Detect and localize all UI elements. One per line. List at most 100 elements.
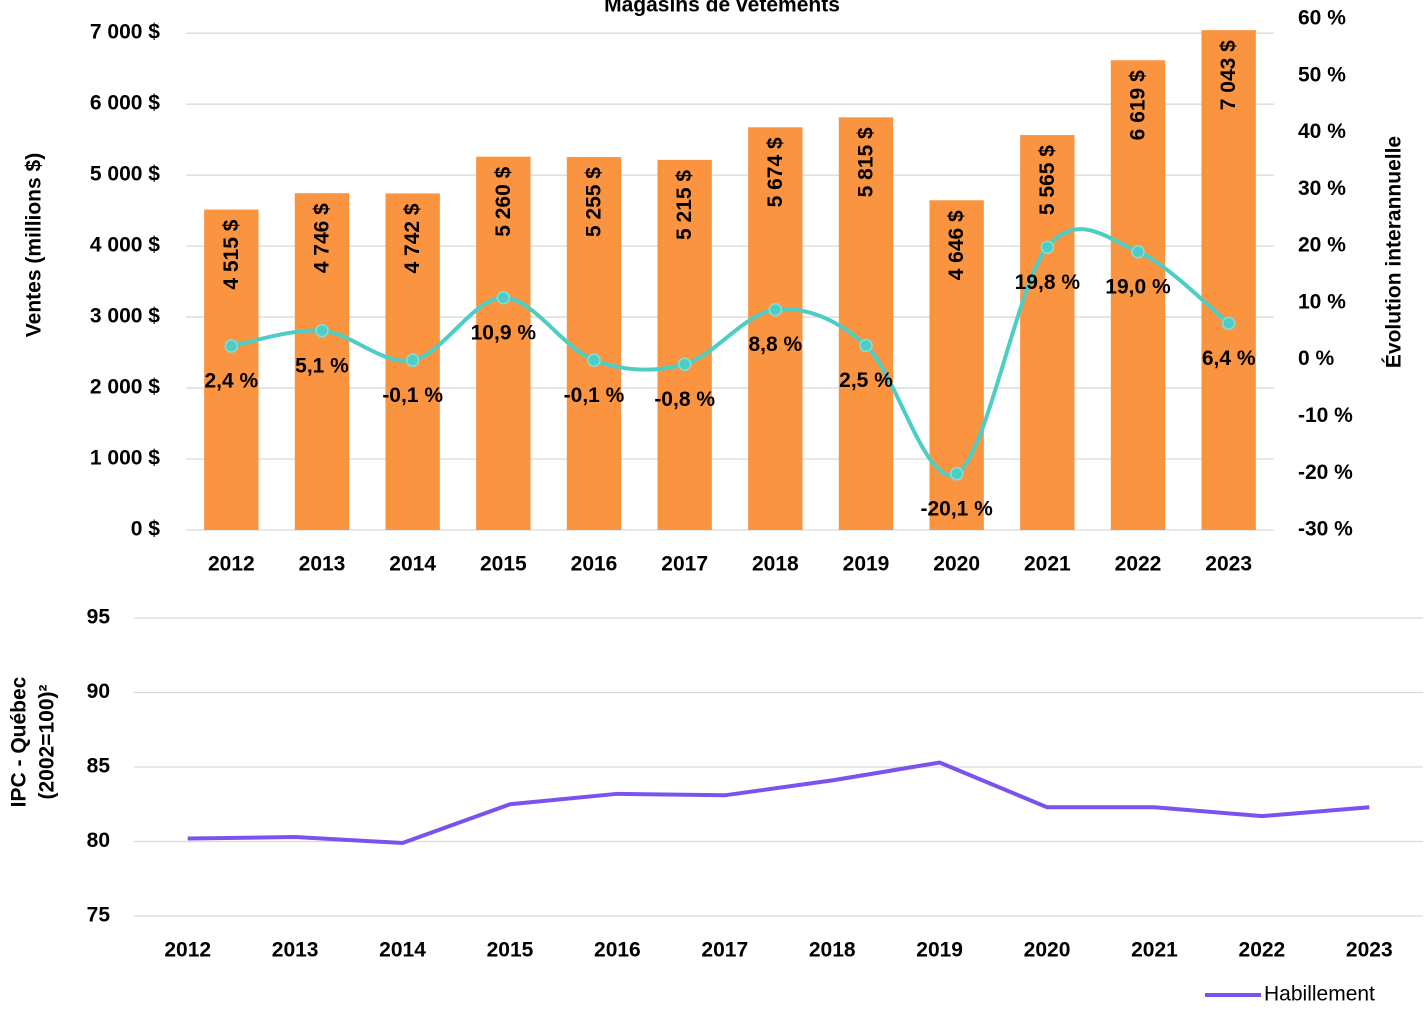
point-value-label: 10,9 % — [471, 321, 537, 344]
bar-value-label: 4 742 $ — [401, 203, 424, 273]
x-tick-label: 2016 — [571, 553, 618, 576]
bar-value-label: 5 565 $ — [1036, 145, 1059, 215]
y-axis-label: Ventes (millions $) — [23, 153, 46, 337]
x-tick-label: 2014 — [389, 553, 436, 576]
y2-tick-label: -20 % — [1298, 461, 1353, 484]
x-tick-label: 2017 — [661, 553, 708, 576]
bar — [748, 127, 803, 530]
line-marker — [496, 291, 511, 305]
y-tick-label: 3 000 $ — [90, 305, 160, 328]
x-tick-label: 2018 — [752, 553, 799, 576]
y-axis-label: (2002=100)² — [36, 684, 59, 799]
line-marker — [1040, 240, 1055, 254]
bar-value-label: 4 646 $ — [945, 210, 968, 280]
bar-value-label: 7 043 $ — [1217, 40, 1240, 110]
bar — [204, 209, 259, 530]
bar — [1020, 135, 1075, 530]
y2-tick-label: 0 % — [1298, 347, 1335, 370]
y-tick-label: 1 000 $ — [90, 447, 160, 470]
x-tick-label: 2022 — [1239, 939, 1286, 962]
y-tick-label: 80 — [87, 829, 110, 852]
point-value-label: -20,1 % — [920, 497, 993, 520]
x-tick-label: 2019 — [843, 553, 890, 576]
x-tick-label: 2014 — [379, 939, 426, 962]
y-tick-label: 95 — [87, 606, 111, 629]
x-tick-label: 2021 — [1131, 939, 1178, 962]
x-tick-label: 2018 — [809, 939, 856, 962]
line-marker — [1131, 245, 1145, 259]
bar-value-label: 6 619 $ — [1127, 70, 1150, 140]
line-marker — [587, 353, 601, 367]
line-marker — [677, 357, 692, 371]
x-tick-label: 2023 — [1205, 553, 1252, 576]
line-marker — [315, 323, 329, 338]
x-tick-label: 2023 — [1346, 939, 1393, 962]
y2-tick-label: 30 % — [1298, 177, 1346, 200]
y2-axis-label: Évolution interannuelle — [1383, 136, 1406, 368]
x-tick-label: 2012 — [208, 553, 255, 576]
bar-value-label: 5 215 $ — [673, 170, 696, 240]
line-marker — [224, 339, 239, 353]
x-tick-label: 2021 — [1024, 553, 1071, 576]
x-tick-label: 2016 — [594, 939, 641, 962]
x-tick-label: 2017 — [701, 939, 748, 962]
x-tick-label: 2013 — [272, 939, 319, 962]
chart-title: Magasins de vêtements — [604, 0, 840, 17]
y-tick-label: 75 — [87, 904, 111, 927]
bar-value-label: 5 674 $ — [764, 137, 787, 207]
y-tick-label: 90 — [87, 680, 110, 703]
bar — [294, 193, 350, 530]
bar-value-label: 4 746 $ — [311, 203, 334, 273]
line — [187, 760, 1370, 846]
y-tick-label: 5 000 $ — [90, 163, 160, 186]
x-tick-label: 2019 — [916, 939, 963, 962]
point-value-label: 19,0 % — [1105, 275, 1171, 298]
x-tick-label: 2015 — [480, 553, 527, 576]
y2-tick-label: 20 % — [1298, 234, 1346, 257]
point-value-label: -0,1 % — [382, 384, 443, 407]
line-marker — [768, 302, 783, 317]
y2-tick-label: 40 % — [1298, 120, 1346, 143]
point-value-label: 5,1 % — [295, 354, 349, 377]
point-value-label: 6,4 % — [1202, 347, 1256, 370]
y2-tick-label: -10 % — [1298, 404, 1353, 427]
line-marker — [405, 353, 420, 367]
bar — [657, 159, 712, 530]
bar-value-label: 5 815 $ — [855, 127, 878, 197]
y-tick-label: 6 000 $ — [90, 92, 160, 115]
bar — [566, 157, 622, 531]
bar-value-label: 4 515 $ — [220, 219, 243, 289]
x-tick-label: 2015 — [487, 939, 534, 962]
point-value-label: -0,8 % — [654, 388, 715, 411]
y-tick-label: 2 000 $ — [90, 376, 160, 399]
x-tick-label: 2020 — [933, 553, 980, 576]
x-tick-label: 2022 — [1115, 553, 1162, 576]
bar — [1201, 30, 1256, 530]
bar-value-label: 5 260 $ — [492, 166, 515, 236]
line-marker — [859, 338, 873, 353]
bar — [1110, 60, 1166, 530]
y2-tick-label: 60 % — [1298, 7, 1346, 30]
point-value-label: 19,8 % — [1015, 271, 1081, 294]
y2-tick-label: 50 % — [1298, 63, 1346, 86]
y2-tick-label: 10 % — [1298, 290, 1346, 313]
x-tick-label: 2020 — [1024, 939, 1071, 962]
y-tick-label: 0 $ — [131, 518, 161, 541]
point-value-label: 2,5 % — [839, 369, 893, 392]
x-tick-label: 2012 — [164, 939, 211, 962]
y-tick-label: 85 — [87, 755, 111, 778]
line — [230, 227, 1230, 478]
y2-tick-label: -30 % — [1298, 518, 1353, 541]
y-tick-label: 4 000 $ — [90, 234, 160, 257]
point-value-label: -0,1 % — [564, 384, 625, 407]
y-tick-label: 7 000 $ — [90, 21, 160, 44]
point-value-label: 8,8 % — [748, 333, 802, 356]
line-marker — [1221, 316, 1236, 331]
point-value-label: 2,4 % — [204, 370, 258, 393]
bar — [476, 156, 531, 531]
x-tick-label: 2013 — [299, 553, 346, 576]
bar — [838, 117, 894, 531]
y-axis-label: IPC - Québec — [8, 676, 31, 807]
